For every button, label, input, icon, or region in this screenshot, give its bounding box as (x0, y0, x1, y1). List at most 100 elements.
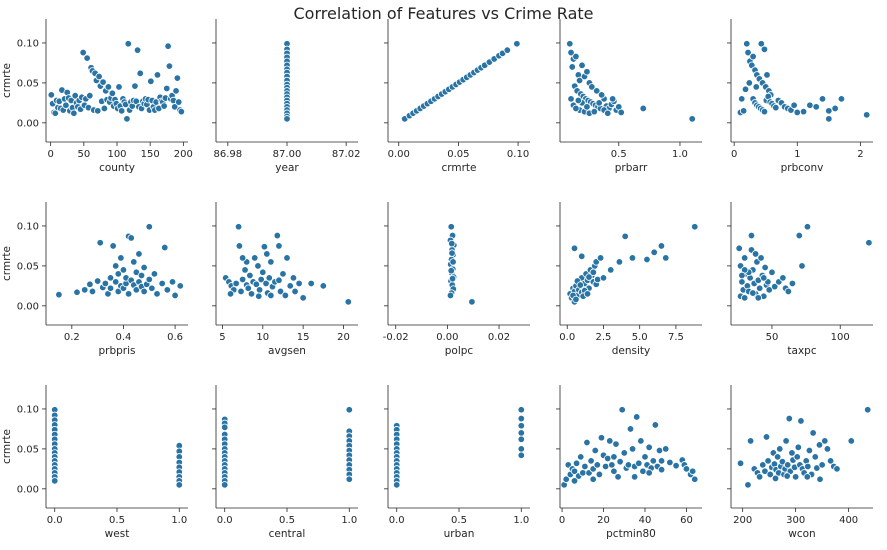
data-point (773, 453, 782, 461)
data-point (747, 231, 756, 240)
subplot-central: 0.0 0.5 1.0 central (212, 385, 358, 540)
data-point (650, 248, 658, 257)
data-point (513, 40, 521, 48)
data-point (94, 107, 102, 115)
data-point (657, 457, 666, 465)
x-axis-label: county (99, 162, 135, 174)
data-point (809, 429, 817, 437)
data-point (579, 469, 587, 477)
data-point (275, 242, 283, 250)
data-point (101, 279, 110, 288)
figure-title: Correlation of Features vs Crime Rate (293, 4, 594, 23)
data-point (286, 282, 294, 290)
data-point (393, 481, 401, 489)
data-point (589, 475, 597, 483)
data-point (99, 78, 107, 86)
data-point (447, 223, 455, 231)
x-tick-label: 150 (141, 149, 160, 160)
x-tick-label: 50 (766, 332, 779, 343)
data-point (779, 274, 787, 282)
data-point (766, 470, 774, 479)
data-point (761, 467, 769, 475)
data-point (760, 274, 768, 282)
data-point (757, 40, 765, 48)
data-point (590, 107, 598, 116)
data-point (160, 102, 168, 110)
data-point (645, 443, 653, 451)
data-point (608, 461, 616, 469)
data-point (234, 223, 243, 231)
data-point (88, 287, 97, 296)
data-point (299, 294, 307, 302)
data-point (595, 99, 603, 107)
data-point (578, 61, 586, 70)
x-axis-label: prbpris (98, 345, 135, 357)
data-point (267, 258, 275, 266)
data-point (587, 457, 595, 465)
data-point (615, 258, 624, 266)
data-point (279, 270, 287, 278)
data-point (821, 437, 829, 445)
data-point (806, 101, 814, 109)
data-point (295, 279, 303, 288)
data-point (691, 475, 699, 483)
data-point (163, 84, 171, 93)
data-point (788, 449, 796, 457)
x-tick-label: 0.2 (64, 332, 80, 343)
data-point (283, 254, 291, 262)
data-point (344, 298, 353, 306)
data-point (593, 87, 601, 95)
x-tick-label: 60 (680, 515, 693, 526)
x-tick-label: 400 (839, 515, 858, 526)
data-point (770, 282, 779, 291)
data-point (130, 258, 138, 266)
data-point (81, 286, 89, 294)
x-tick-label: 0.00 (436, 332, 458, 343)
data-point (662, 254, 670, 262)
data-point (583, 68, 591, 76)
data-point (251, 254, 259, 262)
x-tick-label: 5 (219, 332, 225, 343)
data-point (589, 268, 598, 276)
data-point (267, 291, 275, 300)
data-point (754, 294, 763, 302)
subplot-prbconv: 0 1 2 prbconv (727, 19, 873, 174)
data-point (768, 268, 776, 276)
data-point (735, 244, 743, 253)
data-point (761, 263, 769, 272)
x-axis-label: pctmin80 (606, 528, 656, 540)
x-tick-label: 0.10 (507, 149, 529, 160)
data-point (246, 271, 254, 280)
data-point (581, 462, 589, 471)
x-tick-label: 0 (47, 149, 53, 160)
data-point (517, 445, 525, 453)
data-point (446, 291, 455, 300)
data-point (165, 62, 174, 70)
data-point (345, 406, 353, 414)
subplot-year: 86.98 87.00 87.02 year (212, 19, 360, 174)
data-point (153, 71, 162, 79)
data-point (221, 481, 229, 489)
data-point (763, 71, 771, 79)
x-axis-label: polpc (445, 345, 474, 357)
data-point (649, 457, 657, 465)
x-tick-label: 1.0 (513, 515, 529, 526)
data-point (604, 109, 612, 117)
data-point (585, 273, 593, 281)
data-point (568, 63, 576, 71)
data-point (163, 286, 172, 294)
data-point (145, 223, 153, 231)
x-tick-label: 87.00 (273, 149, 302, 160)
data-point (252, 280, 261, 288)
data-point (241, 266, 249, 274)
x-axis-label: avgsen (268, 345, 306, 357)
data-point (599, 274, 608, 282)
data-point (771, 474, 780, 483)
data-point (164, 42, 172, 50)
data-point (865, 239, 873, 247)
data-point (260, 243, 269, 251)
y-axis-label: crmrte (1, 63, 13, 98)
data-point (570, 467, 579, 475)
data-point (847, 437, 855, 445)
data-point (517, 422, 525, 430)
